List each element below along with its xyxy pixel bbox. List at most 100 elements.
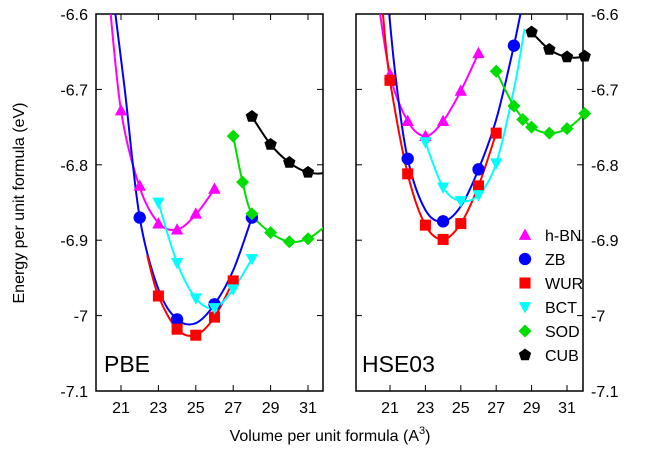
- left-y-tick-label: -6.8: [60, 158, 88, 175]
- left-y-tick-label: -7.1: [60, 384, 88, 401]
- hse03-sod-point: [507, 99, 521, 113]
- hse03-sod-point: [578, 107, 592, 121]
- hse03-wur-point: [472, 180, 485, 192]
- pbe-cub-point: [264, 137, 277, 150]
- hse03-x-tick-label: 21: [381, 400, 399, 417]
- hse03-x-tick-label: 23: [417, 400, 435, 417]
- pbe-sod-point: [236, 175, 250, 189]
- hse03-h-bn-point: [401, 114, 414, 126]
- pbe-bct-point: [227, 284, 240, 296]
- right-y-tick-label: -6.8: [591, 158, 619, 175]
- pbe-sod-point: [282, 235, 296, 249]
- hse03-sod-point: [525, 120, 539, 134]
- pbe-sod-curve: [232, 135, 323, 244]
- pbe-wur-point: [152, 290, 164, 302]
- right-y-tick-label: -7: [591, 309, 605, 326]
- hse03-markers: [383, 25, 592, 245]
- hse03-wur-point: [437, 233, 449, 245]
- pbe-x-tick-label: 29: [262, 400, 280, 417]
- pbe-wur-point: [190, 329, 202, 341]
- hse03-cub-point: [578, 49, 591, 62]
- legend-h-bn-marker: [518, 228, 532, 240]
- pbe-bct-point: [152, 197, 165, 209]
- right-y-tick-label: -7.1: [591, 384, 619, 401]
- pbe-x-tick-label: 25: [187, 400, 205, 417]
- pbe-ticks: [96, 13, 323, 392]
- hse03-cub-point: [543, 42, 556, 55]
- legend-bct-label: BCT: [545, 300, 577, 317]
- pbe-sod-point: [264, 226, 278, 240]
- pbe-panel-frame: [95, 13, 324, 392]
- hse03-sod-point: [489, 64, 503, 78]
- legend-bct-marker: [518, 302, 532, 314]
- pbe-sod-point: [301, 232, 315, 246]
- pbe-bct-point: [245, 254, 259, 266]
- hse03-x-tick-label: 29: [523, 400, 541, 417]
- hse03-h-bn-point: [454, 84, 467, 96]
- pbe-h-bn-point: [208, 182, 221, 194]
- pbe-wur-point: [227, 275, 239, 287]
- hse03-wur-point: [402, 168, 414, 180]
- hse03-panel: HSE03: [355, 13, 592, 392]
- pbe-h-bn-point: [189, 207, 202, 219]
- pbe-x-tick-label: 21: [112, 400, 130, 417]
- hse03-zb-point: [507, 39, 521, 52]
- left-y-tick-labels: -6.6 -6.7 -6.8 -6.9 -7 -7.1: [60, 7, 88, 401]
- pbe-zb-point: [170, 313, 184, 326]
- pbe-wur-point: [208, 311, 221, 323]
- pbe-bct-point: [189, 293, 202, 305]
- legend-zb-label: ZB: [545, 252, 565, 269]
- hse03-x-tick-label: 25: [452, 400, 470, 417]
- right-y-tick-label: -6.9: [591, 233, 619, 250]
- hse03-cub-point: [560, 50, 574, 63]
- hse03-bct-point: [454, 196, 467, 208]
- hse03-wur-point: [384, 74, 396, 86]
- hse03-bct-point: [472, 190, 485, 202]
- legend-cub-marker: [518, 348, 532, 361]
- hse03-sod-point: [560, 122, 574, 136]
- pbe-h-bn-point: [114, 104, 128, 116]
- legend: h-BN ZB WUR BCT SOD CUB: [518, 228, 583, 365]
- left-y-tick-label: -7: [74, 309, 88, 326]
- hse03-x-tick-label: 31: [558, 400, 576, 417]
- hse03-bct-point: [436, 182, 450, 194]
- x-tick-labels: 21 23 25 27 29 31 21 23 25 27 29 31: [112, 400, 576, 417]
- pbe-panel: PBE: [95, 13, 324, 392]
- legend-h-bn-label: h-BN: [545, 228, 581, 245]
- x-axis-title-superscript: 3: [419, 425, 425, 437]
- hse03-x-tick-label: 27: [487, 400, 505, 417]
- hse03-wur-point: [490, 127, 502, 139]
- pbe-markers: [114, 104, 315, 341]
- pbe-wur-point: [171, 323, 183, 335]
- pbe-bct-point: [170, 257, 184, 270]
- pbe-bct-point: [208, 303, 221, 315]
- pbe-zb-point: [133, 211, 146, 224]
- pbe-h-bn-point: [152, 217, 165, 229]
- pbe-x-tick-label: 27: [224, 400, 242, 417]
- legend-cub-label: CUB: [545, 348, 579, 365]
- pbe-cub-point: [301, 165, 315, 178]
- legend-wur-marker: [519, 277, 531, 289]
- right-y-tick-label: -6.7: [591, 82, 619, 99]
- pbe-sod-point: [226, 129, 240, 143]
- hse03-h-bn-point: [436, 114, 450, 126]
- right-y-tick-label: -6.6: [591, 7, 619, 24]
- pbe-sod-point: [245, 207, 259, 221]
- legend-wur-label: WUR: [545, 276, 583, 293]
- pbe-cub-point: [245, 110, 259, 122]
- hse03-sod-point: [516, 113, 530, 127]
- pbe-cub-point: [283, 156, 296, 168]
- pbe-x-tick-label: 23: [150, 400, 168, 417]
- hse03-bct-point: [419, 137, 432, 149]
- hse03-sod-point: [542, 126, 556, 140]
- legend-sod-label: SOD: [545, 324, 580, 341]
- x-axis-title-main: Volume per unit formula (A: [230, 428, 420, 445]
- hse03-ticks: [356, 13, 583, 392]
- hse03-panel-frame: [355, 13, 584, 392]
- legend-sod-marker: [518, 324, 532, 338]
- hse03-h-bn-point: [472, 46, 485, 59]
- y-axis-title: Energy per unit formula (eV): [11, 103, 28, 304]
- x-axis-title-suffix: ): [425, 428, 430, 445]
- hse03-bct-point: [490, 158, 503, 170]
